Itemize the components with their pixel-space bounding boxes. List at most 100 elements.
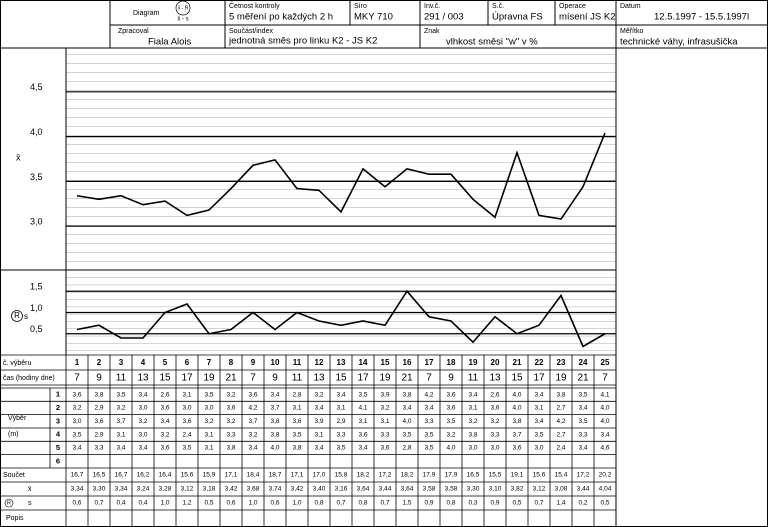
measurement: 3,8 — [468, 431, 477, 438]
sample-number: 13 — [337, 358, 346, 367]
label: Součást/index — [229, 28, 273, 35]
measurement: 2,7 — [556, 431, 565, 438]
value-label: 3,16 — [335, 486, 348, 493]
sample-number: 16 — [403, 358, 412, 367]
row-label: Výběr — [8, 415, 27, 422]
measurement: 3,6 — [160, 445, 169, 452]
value-label: 3,18 — [203, 486, 216, 493]
measurement: 3,1 — [314, 431, 323, 438]
measurement: 3,4 — [424, 405, 433, 412]
sum: 15,9 — [203, 472, 216, 479]
sum: 17,1 — [225, 472, 238, 479]
sample-number: 7 — [207, 358, 212, 367]
sample-number: 2 — [97, 358, 102, 367]
measurement: 3,5 — [578, 418, 587, 425]
measurement: 3,4 — [468, 391, 477, 398]
value-label: 3,28 — [159, 486, 172, 493]
value-label: 0,6 — [72, 500, 81, 507]
header: Diagram x̄ - R x̄ - s Četnost kontroly 5… — [118, 0, 749, 48]
measurement: 3,4 — [534, 418, 543, 425]
measurement: 3,8 — [402, 391, 411, 398]
sum: 18,2 — [357, 472, 370, 479]
sample-number: 9 — [251, 358, 256, 367]
measurement: 3,2 — [160, 431, 169, 438]
measurement: 3,1 — [292, 405, 301, 412]
measurement: 3,6 — [380, 445, 389, 452]
measurement: 3,4 — [72, 445, 81, 452]
label: Diagram — [133, 10, 160, 17]
value-label: 0,9 — [424, 500, 433, 507]
value: technické váhy, infrasušička — [620, 37, 738, 48]
sample-time: 15 — [335, 373, 347, 384]
sum: 20,2 — [599, 472, 612, 479]
sample-number: 3 — [119, 358, 124, 367]
sum: 18,7 — [269, 472, 282, 479]
sample-time: 21 — [577, 373, 589, 384]
measurement: 3,3 — [94, 445, 103, 452]
y-tick-label: 4,0 — [30, 127, 43, 137]
measurement: 3,8 — [94, 391, 103, 398]
sample-number: 19 — [469, 358, 478, 367]
sample-number: 8 — [229, 358, 234, 367]
sample-number: 25 — [601, 358, 610, 367]
diagram-option: x̄ - s — [177, 17, 188, 23]
value-label: 0,6 — [270, 500, 279, 507]
sum: 16,7 — [115, 472, 128, 479]
sample-time: 19 — [555, 373, 567, 384]
measurement: 4,0 — [402, 418, 411, 425]
measurement: 3,2 — [380, 405, 389, 412]
row-number: 2 — [56, 403, 60, 412]
sample-time: 9 — [448, 373, 454, 384]
measurement: 3,3 — [490, 431, 499, 438]
sum: 17,2 — [577, 472, 590, 479]
diagram-option: x̄ - R — [178, 5, 189, 11]
measurement: 3,5 — [402, 431, 411, 438]
label: Inv.č. — [424, 3, 440, 10]
measurement: 3,6 — [490, 405, 499, 412]
measurement: 3,7 — [248, 418, 257, 425]
measurement: 4,2 — [248, 405, 257, 412]
y-axis-label: s — [24, 312, 28, 321]
value-label: 3,44 — [577, 486, 590, 493]
measurement: 3,6 — [358, 431, 367, 438]
sample-time: 11 — [468, 373, 479, 384]
measurement: 3,7 — [270, 405, 279, 412]
sample-number: 11 — [293, 358, 302, 367]
value-label: 3,10 — [489, 486, 502, 493]
measurement: 4,2 — [424, 391, 433, 398]
table-labels: č. výběru čas (hodiny dne) Výběr (m) Sou… — [3, 360, 55, 522]
value-label: 0,7 — [380, 500, 389, 507]
sample-number: 24 — [579, 358, 588, 367]
value-label: 1,4 — [556, 500, 565, 507]
sample-time: 15 — [511, 373, 523, 384]
measurement: 2,4 — [182, 431, 191, 438]
sample-time: 13 — [137, 373, 149, 384]
sum: 18,4 — [247, 472, 260, 479]
measurement: 3,5 — [446, 418, 455, 425]
measurement: 2,9 — [336, 418, 345, 425]
sum: 16,4 — [159, 472, 172, 479]
y-tick-label: 1,5 — [30, 282, 43, 292]
value-label: 1,0 — [292, 500, 301, 507]
measurement: 3,5 — [336, 445, 345, 452]
sample-number: 21 — [513, 358, 522, 367]
measurement: 3,5 — [204, 391, 213, 398]
sum: 16,7 — [71, 472, 84, 479]
label: Četnost kontroly — [229, 1, 280, 10]
measurement: 2,6 — [160, 391, 169, 398]
value-label: 3,58 — [423, 486, 436, 493]
circle — [11, 310, 23, 322]
sample-time: 13 — [313, 373, 325, 384]
measurement: 3,7 — [116, 418, 125, 425]
measurement: 4,0 — [600, 418, 609, 425]
sample-number: 17 — [425, 358, 434, 367]
measurement: 3,3 — [578, 431, 587, 438]
sample-number: 20 — [491, 358, 500, 367]
sample-time: 21 — [401, 373, 413, 384]
measurement: 3,0 — [204, 405, 213, 412]
measurement: 4,1 — [358, 405, 367, 412]
value-label: 3,68 — [247, 486, 260, 493]
sample-number: 1 — [75, 358, 80, 367]
measurement: 3,8 — [270, 418, 279, 425]
measurement: 2,8 — [402, 445, 411, 452]
